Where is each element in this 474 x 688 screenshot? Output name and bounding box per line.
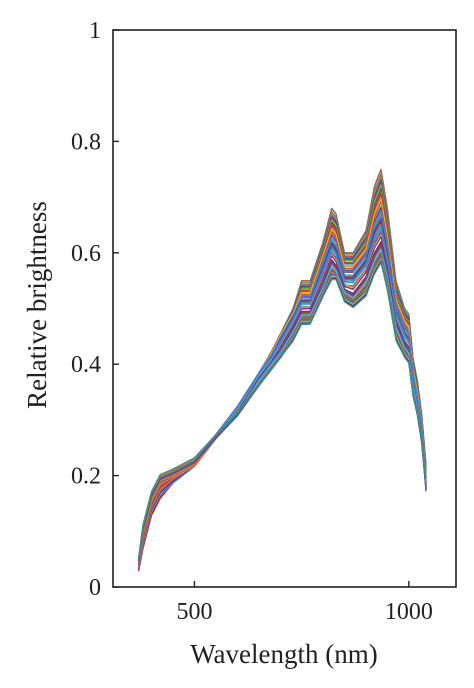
- spectrum-line: [138, 249, 427, 561]
- spectrum-line: [138, 262, 427, 560]
- y-tick-label: 0.2: [71, 464, 101, 490]
- spectrum-line: [138, 241, 427, 561]
- spectrum-line: [138, 260, 427, 559]
- spectrum-line: [138, 245, 427, 560]
- spectrum-line: [138, 224, 427, 562]
- spectrum-line: [138, 258, 427, 559]
- y-tick-label: 0.8: [71, 129, 101, 155]
- spectrum-line: [138, 256, 427, 559]
- spectrum-line: [138, 249, 427, 560]
- axis-ticks: 0 0.2 0.4 0.6 0.8 1 500 1000: [71, 18, 433, 625]
- spectrum-line: [138, 252, 427, 560]
- spectrum-line: [138, 235, 427, 561]
- spectrum-line: [138, 241, 427, 560]
- spectrum-line: [138, 259, 427, 562]
- x-tick-label: 500: [176, 599, 212, 625]
- spectrum-line: [138, 227, 427, 559]
- spectrum-line: [138, 246, 427, 562]
- spectrum-line: [138, 249, 427, 561]
- spectrum-line: [138, 253, 427, 559]
- spectrum-line: [138, 244, 427, 561]
- y-axis-title-group: Relative brightness: [22, 201, 52, 409]
- x-axis-title: Wavelength (nm): [190, 639, 378, 669]
- spectrum-line: [138, 230, 427, 562]
- spectrum-line: [138, 248, 427, 559]
- spectrum-line: [138, 231, 427, 561]
- plot-frame: [112, 29, 457, 588]
- y-axis-title: Relative brightness: [22, 201, 52, 409]
- spectrum-line: [138, 241, 427, 562]
- spectrum-line: [138, 234, 427, 561]
- spectrum-line: [138, 226, 427, 561]
- spectrum-line: [138, 234, 427, 559]
- spectrum-line: [138, 227, 427, 561]
- x-tick-label: 1000: [385, 599, 433, 625]
- spectrum-line: [138, 256, 427, 559]
- spectrum-line: [138, 257, 427, 561]
- y-tick-label: 0.6: [71, 241, 101, 267]
- spectrum-line: [138, 224, 427, 559]
- spectrum-line: [138, 255, 427, 561]
- spectrum-line: [138, 236, 427, 560]
- spectrum-line: [138, 243, 427, 560]
- spectrum-line: [138, 251, 427, 561]
- spectrum-line: [138, 245, 427, 562]
- y-tick-label: 1: [89, 18, 101, 44]
- spectrum-line: [138, 253, 427, 561]
- spectrum-line: [138, 243, 427, 559]
- spectrum-line: [138, 256, 427, 559]
- spectrum-line: [138, 259, 427, 561]
- series-group: [138, 168, 427, 572]
- spectrum-line: [138, 233, 427, 560]
- spectrum-line: [138, 231, 427, 560]
- spectrum-line: [138, 257, 427, 559]
- y-tick-label: 0.4: [71, 352, 101, 378]
- y-tick-label: 0: [89, 575, 101, 601]
